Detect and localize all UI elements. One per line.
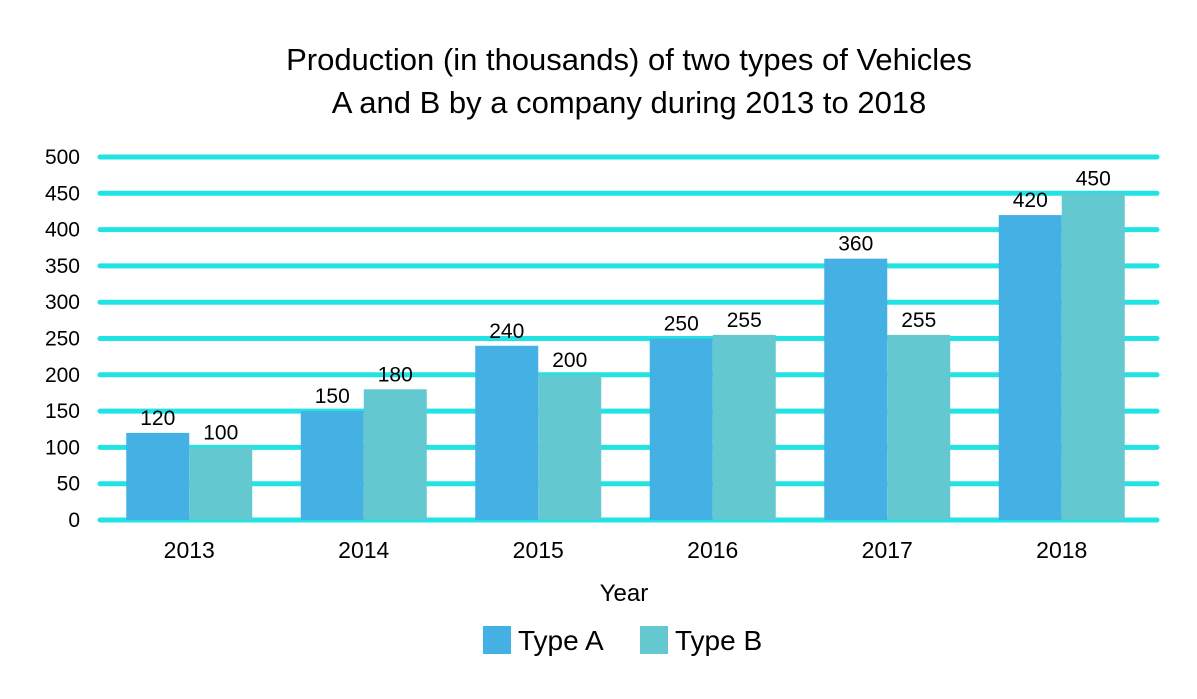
- data-label: 360: [838, 233, 873, 256]
- data-labels: 120 100 150 180 240 200 250 255 360 255 420 450: [140, 167, 1111, 444]
- bar-type-a-2016: [649, 338, 713, 520]
- y-tick-label: 350: [45, 255, 80, 278]
- x-axis-ticks: 2013 2014 2015 2016 2017 2018: [164, 537, 1088, 563]
- y-tick-label: 400: [45, 219, 80, 242]
- legend-label: Type B: [675, 625, 762, 656]
- data-label: 450: [1076, 167, 1111, 190]
- data-label: 255: [901, 309, 936, 332]
- legend-swatch: [640, 626, 668, 654]
- bar-type-b-2018: [1061, 193, 1125, 521]
- bar-type-a-2015: [475, 345, 539, 520]
- x-tick-label: 2015: [513, 537, 564, 563]
- x-tick-label: 2018: [1036, 537, 1087, 563]
- gridlines: [97, 154, 1160, 523]
- bar-type-b-2017: [887, 334, 951, 520]
- bar-type-a-2017: [824, 258, 888, 520]
- chart-title-line: Production (in thousands) of two types o…: [286, 42, 972, 77]
- data-label: 120: [140, 407, 175, 430]
- y-tick-label: 500: [45, 146, 80, 169]
- bar-type-a-2014: [300, 411, 364, 520]
- bar-type-b-2014: [363, 389, 427, 520]
- x-axis-title: Year: [600, 580, 649, 607]
- bars: [126, 193, 1125, 521]
- bar-type-a-2013: [126, 432, 190, 520]
- y-tick-label: 50: [57, 473, 80, 496]
- y-tick-label: 300: [45, 291, 80, 314]
- y-tick-label: 250: [45, 328, 80, 351]
- data-label: 250: [664, 313, 699, 336]
- y-axis-ticks: 0 50 100 150 200 250 300 350 400 450 500: [45, 146, 80, 532]
- data-label: 180: [378, 363, 413, 386]
- data-label: 150: [315, 385, 350, 408]
- data-label: 240: [489, 320, 524, 343]
- bar-type-b-2013: [189, 447, 253, 520]
- x-tick-label: 2017: [862, 537, 913, 563]
- bar-type-a-2018: [998, 215, 1062, 520]
- y-tick-label: 450: [45, 182, 80, 205]
- y-tick-label: 0: [68, 509, 80, 532]
- x-tick-label: 2016: [687, 537, 738, 563]
- y-tick-label: 100: [45, 436, 80, 459]
- chart-title: Production (in thousands) of two types o…: [286, 42, 972, 120]
- x-tick-label: 2013: [164, 537, 215, 563]
- y-tick-label: 150: [45, 400, 80, 423]
- legend-swatch: [483, 626, 511, 654]
- data-label: 200: [552, 349, 587, 372]
- x-tick-label: 2014: [338, 537, 389, 563]
- bar-type-b-2015: [538, 374, 602, 520]
- y-tick-label: 200: [45, 364, 80, 387]
- legend: Type A Type B: [483, 625, 762, 656]
- bar-type-b-2016: [712, 334, 776, 520]
- data-label: 255: [727, 309, 762, 332]
- chart-title-line: A and B by a company during 2013 to 2018: [332, 85, 927, 120]
- data-label: 420: [1013, 189, 1048, 212]
- legend-label: Type A: [518, 625, 604, 656]
- data-label: 100: [203, 421, 238, 444]
